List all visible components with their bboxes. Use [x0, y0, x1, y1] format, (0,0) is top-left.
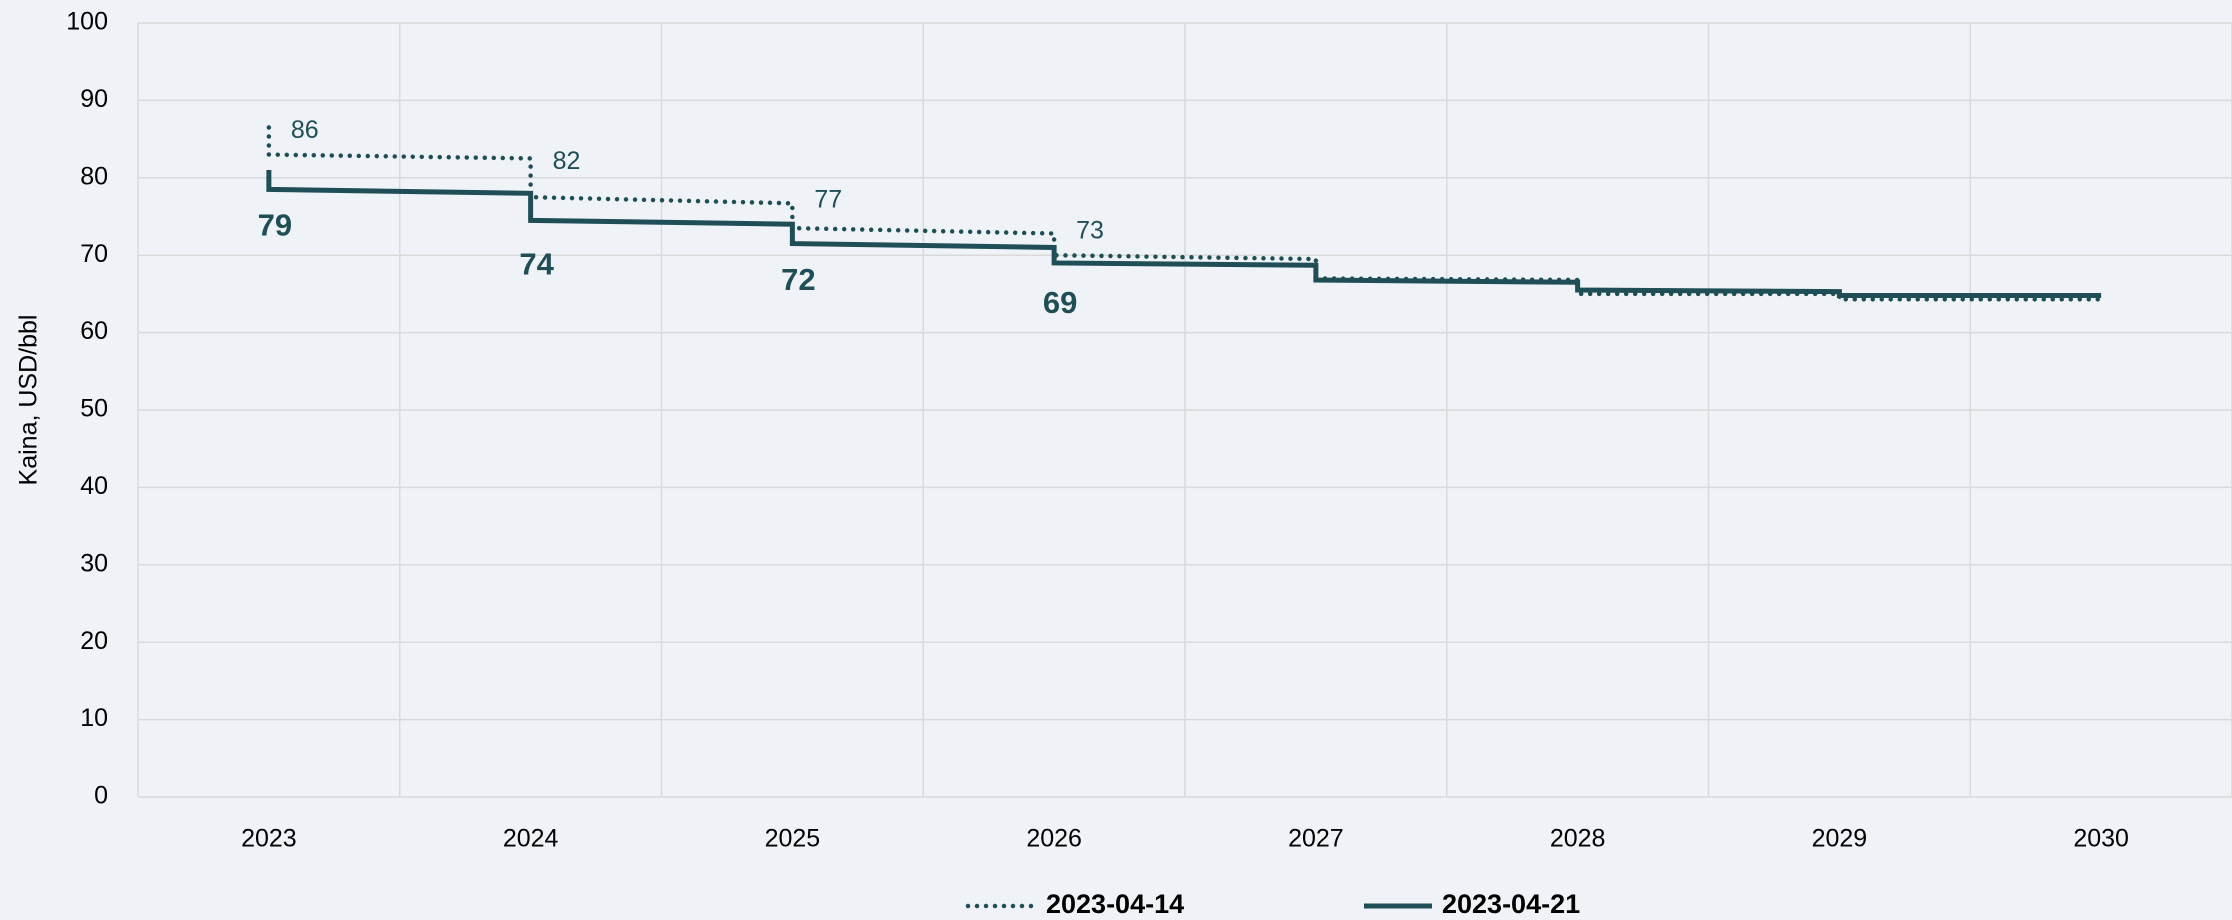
x-tick-label: 2024 — [503, 825, 559, 853]
x-tick-label: 2027 — [1288, 825, 1344, 853]
series-line — [266, 170, 2102, 298]
y-tick-label: 70 — [80, 240, 108, 268]
y-tick-label: 40 — [80, 472, 108, 500]
y-tick-label: 80 — [80, 162, 108, 190]
x-tick-label: 2025 — [765, 825, 821, 853]
data-label: 82 — [553, 147, 581, 175]
y-tick-label: 60 — [80, 317, 108, 345]
x-tick-label: 2026 — [1026, 825, 1082, 853]
x-tick-label: 2029 — [1812, 825, 1868, 853]
y-tick-label: 90 — [80, 85, 108, 113]
data-label: 77 — [814, 186, 842, 214]
data-label: 69 — [1043, 285, 1077, 320]
x-tick-label: 2023 — [241, 825, 297, 853]
y-axis-title: Kaina, USD/bbl — [15, 315, 43, 486]
data-label: 74 — [519, 246, 554, 281]
data-label: 72 — [781, 262, 815, 297]
y-tick-label: 0 — [94, 782, 108, 810]
series-line — [266, 125, 2104, 302]
y-tick-label: 30 — [80, 549, 108, 577]
y-tick-label: 50 — [80, 395, 108, 423]
y-tick-label: 10 — [80, 704, 108, 732]
y-tick-label: 20 — [80, 627, 108, 655]
data-label: 79 — [258, 208, 292, 243]
data-label: 73 — [1076, 217, 1104, 245]
y-tick-label: 100 — [66, 8, 108, 36]
x-tick-label: 2028 — [1550, 825, 1606, 853]
x-tick-label: 2030 — [2073, 825, 2129, 853]
legend-label: 2023-04-21 — [1442, 889, 1580, 919]
data-label: 86 — [291, 116, 319, 144]
legend-label: 2023-04-14 — [1046, 889, 1184, 919]
